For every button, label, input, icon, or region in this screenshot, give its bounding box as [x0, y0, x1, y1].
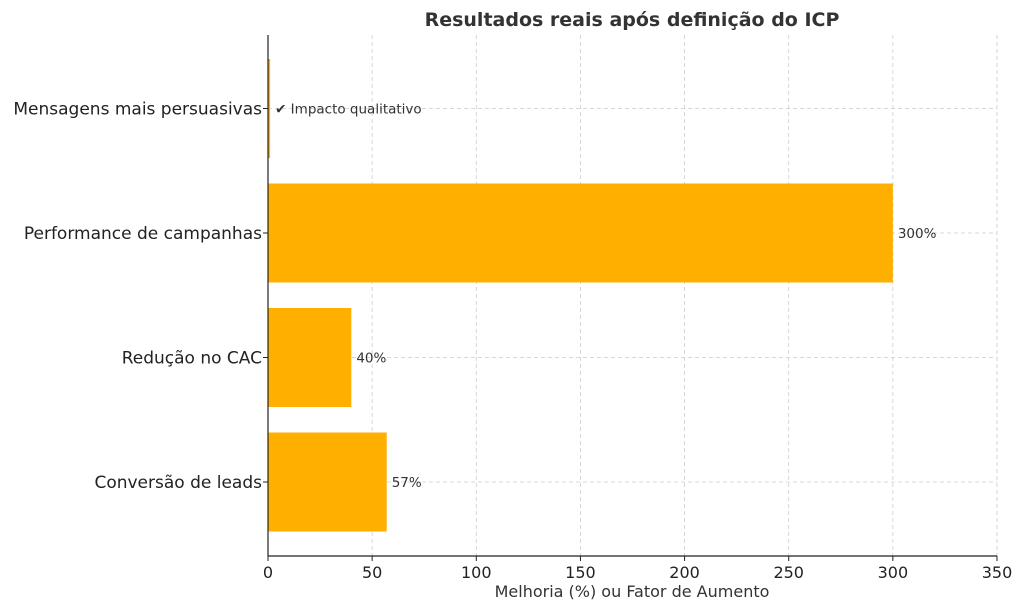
data-label: 57% [392, 475, 422, 491]
data-label: ✔ Impacto qualitativo [275, 102, 422, 118]
x-tick-label: 300 [878, 563, 909, 582]
labels: 0 50 100 150 200 250 300 350 Conversão de leads R… [13, 100, 1012, 583]
bars [268, 59, 893, 532]
bar [268, 432, 387, 532]
bar [268, 308, 352, 407]
x-tick-label: 350 [982, 563, 1013, 582]
category-label: Conversão de leads [94, 473, 262, 493]
bar [268, 59, 271, 158]
data-label: 300% [898, 226, 937, 242]
x-tick-label: 50 [362, 563, 382, 582]
x-axis-label: Melhoria (%) ou Fator de Aumento [495, 582, 770, 601]
category-label: Redução no CAC [122, 349, 262, 369]
bar [268, 183, 893, 283]
x-tick-label: 0 [263, 563, 273, 582]
chart-title: Resultados reais após definição do ICP [425, 9, 840, 31]
x-tick-label: 100 [461, 563, 492, 582]
axes [263, 35, 998, 561]
x-tick-label: 200 [669, 563, 700, 582]
category-label: Performance de campanhas [24, 224, 262, 244]
category-label: Mensagens mais persuasivas [13, 100, 262, 120]
x-tick-label: 150 [565, 563, 596, 582]
data-label: 40% [356, 351, 386, 367]
x-tick-label: 250 [773, 563, 804, 582]
